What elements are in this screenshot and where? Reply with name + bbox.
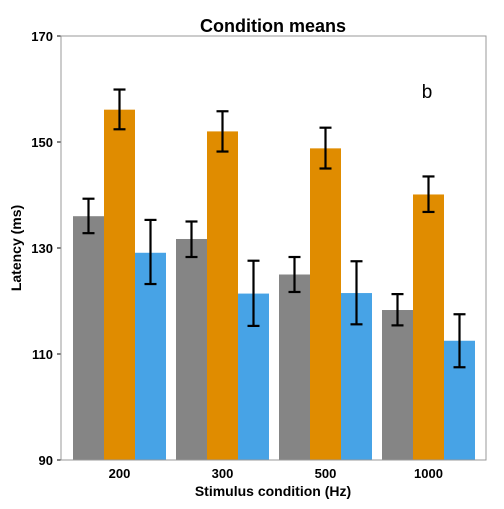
bar-200-series-3	[135, 252, 166, 460]
plot-frame	[60, 35, 487, 461]
x-axis-label: Stimulus condition (Hz)	[195, 483, 351, 499]
y-axis-ticks: 90 110 130 150 170	[31, 29, 61, 468]
chart-title: Condition means	[200, 16, 346, 36]
error-bar-200-series-3	[144, 218, 157, 286]
x-tick-label-200: 200	[109, 466, 131, 481]
bars-layer	[73, 109, 475, 461]
y-tick-label-150: 150	[31, 135, 53, 150]
bar-200-series-1	[73, 216, 104, 460]
error-bar-200-series-2	[113, 88, 126, 131]
bar-200-series-2	[104, 109, 135, 461]
y-tick-label-170: 170	[31, 29, 53, 44]
x-axis-ticks: 200 300 500 1000	[109, 466, 443, 481]
errorbars-layer	[82, 88, 466, 369]
error-bar-200-series-1	[82, 197, 95, 235]
bar-500-series-2	[310, 148, 341, 461]
error-bar-500-series-2	[319, 126, 332, 170]
y-tick-label-130: 130	[31, 241, 53, 256]
bar-300-series-1	[176, 238, 207, 460]
error-bar-300-series-1	[185, 220, 198, 259]
error-bar-1000-series-2	[422, 175, 435, 214]
panel-label: b	[422, 82, 433, 103]
y-axis-label: Latency (ms)	[8, 205, 24, 291]
error-bar-1000-series-1	[391, 293, 404, 327]
error-bar-500-series-1	[288, 255, 301, 294]
bar-300-series-2	[207, 131, 238, 460]
error-bar-500-series-3	[350, 260, 363, 326]
bar-500-series-1	[279, 274, 310, 460]
y-tick-label-110: 110	[32, 347, 53, 362]
bar-1000-series-1	[382, 310, 413, 460]
x-tick-label-1000: 1000	[414, 466, 443, 481]
x-tick-label-500: 500	[315, 466, 337, 481]
y-tick-label-90: 90	[39, 453, 53, 468]
x-tick-label-300: 300	[212, 466, 234, 481]
error-bar-300-series-2	[216, 110, 229, 153]
error-bar-1000-series-3	[453, 313, 466, 369]
bar-1000-series-2	[413, 194, 444, 460]
error-bar-300-series-3	[247, 259, 260, 328]
